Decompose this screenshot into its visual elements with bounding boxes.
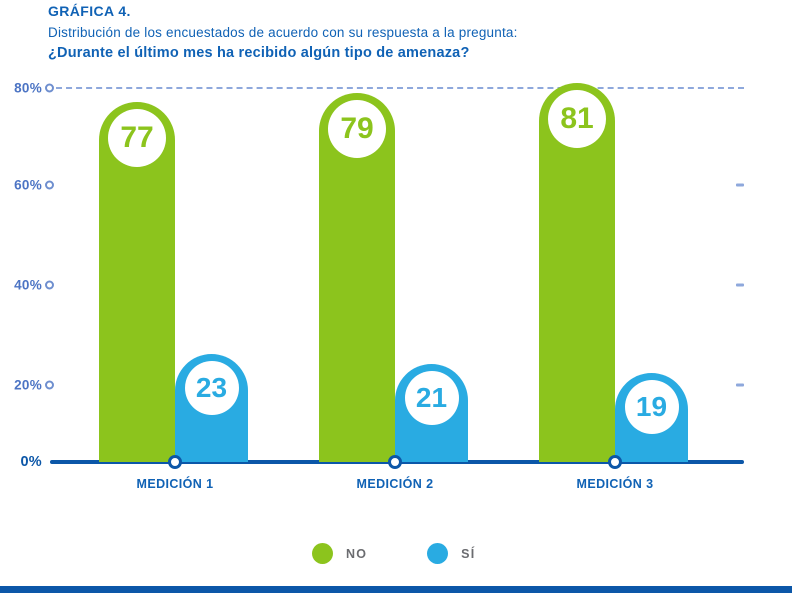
y-tick-label-60: 60%	[14, 177, 42, 193]
value-badge-no-medicion-2: 79	[328, 99, 386, 158]
value-badge-no-medicion-1: 77	[108, 109, 166, 168]
y-tick-marker-40	[45, 280, 54, 290]
value-badge-no-medicion-3: 81	[548, 90, 606, 149]
y-tick-label-80: 80%	[14, 80, 42, 96]
right-tick-40	[736, 283, 744, 287]
legend-dot-no	[312, 543, 333, 564]
y-tick-label-40: 40%	[14, 277, 42, 293]
bar-no-medicion-2: 79	[319, 92, 395, 462]
chart-question: ¿Durante el último mes ha recibido algún…	[48, 45, 470, 61]
chart-header: GRÁFICA 4. Distribución de los encuestad…	[48, 3, 518, 61]
gridline-80	[56, 87, 744, 89]
y-tick-label-20: 20%	[14, 377, 42, 393]
footer-accent-bar	[0, 586, 792, 593]
bar-no-medicion-3: 81	[539, 83, 615, 462]
chart-legend: NO SÍ	[312, 543, 475, 564]
category-label-medicion-3: MEDICIÓN 3	[576, 477, 654, 491]
bar-si-medicion-2: 21	[395, 363, 468, 462]
y-tick-label-0: 0%	[20, 454, 42, 470]
axis-dot-medicion-1	[168, 455, 182, 469]
category-label-medicion-2: MEDICIÓN 2	[356, 477, 434, 491]
bar-no-medicion-1: 77	[99, 102, 175, 462]
chart-subtitle: Distribución de los encuestados de acuer…	[48, 25, 518, 40]
y-tick-marker-20	[45, 380, 54, 390]
legend-label-si: SÍ	[461, 546, 476, 561]
right-tick-20	[736, 383, 744, 387]
category-label-medicion-1: MEDICIÓN 1	[136, 477, 214, 491]
axis-dot-medicion-2	[388, 455, 402, 469]
y-tick-marker-60	[45, 180, 54, 190]
axis-dot-medicion-3	[608, 455, 622, 469]
legend-label-no: NO	[346, 546, 368, 561]
y-tick-marker-80	[45, 83, 54, 93]
bar-si-medicion-3: 19	[615, 373, 688, 462]
legend-item-si: SÍ	[427, 543, 475, 564]
right-tick-60	[736, 183, 744, 187]
legend-dot-si	[427, 543, 449, 564]
legend-item-no: NO	[312, 543, 367, 564]
value-badge-si-medicion-3: 19	[624, 380, 679, 435]
chart-title: GRÁFICA 4.	[48, 3, 131, 19]
value-badge-si-medicion-2: 21	[404, 370, 459, 425]
bar-si-medicion-1: 23	[175, 354, 248, 462]
value-badge-si-medicion-1: 23	[184, 361, 239, 416]
